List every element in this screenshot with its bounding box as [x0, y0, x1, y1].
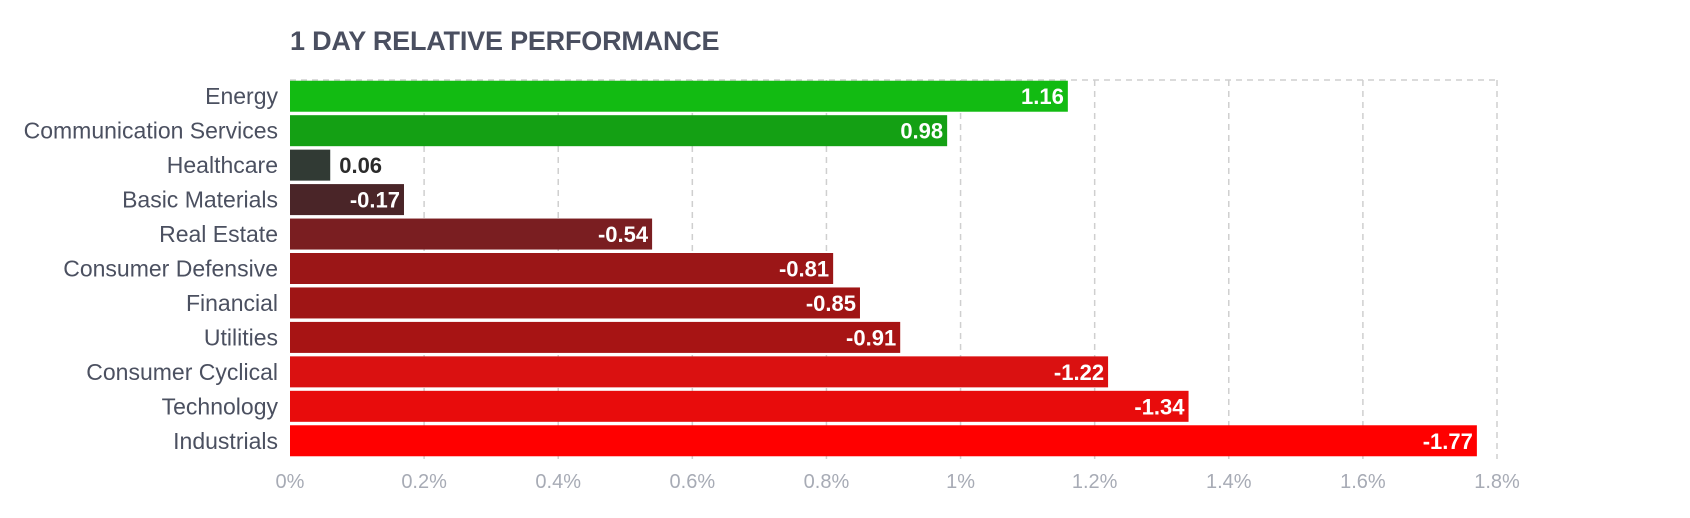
category-label: Utilities	[204, 324, 278, 350]
value-label: -1.34	[1134, 394, 1185, 419]
category-label: Healthcare	[167, 152, 278, 178]
value-label: -1.77	[1423, 429, 1473, 454]
bar-industrials	[290, 425, 1477, 457]
category-label: Real Estate	[159, 221, 278, 247]
value-label: -0.91	[846, 325, 896, 350]
category-label: Consumer Cyclical	[86, 359, 278, 385]
category-label: Consumer Defensive	[63, 256, 278, 282]
bar-consumer-defensive	[290, 253, 834, 284]
chart-title: 1 DAY RELATIVE PERFORMANCE	[290, 26, 720, 56]
category-label: Industrials	[173, 428, 278, 454]
value-label: 1.16	[1021, 84, 1064, 109]
x-tick-label: 0%	[276, 471, 305, 493]
bar-energy	[290, 80, 1068, 112]
category-label: Communication Services	[24, 118, 278, 144]
x-tick-label: 1%	[946, 471, 975, 493]
bar-basic-materials	[290, 184, 404, 216]
bar-financial	[290, 287, 860, 319]
x-tick-label: 1.4%	[1206, 471, 1252, 493]
bar-communication-services	[290, 115, 948, 147]
value-label: -0.54	[598, 222, 649, 247]
x-tick-label: 0.6%	[670, 471, 716, 493]
x-tick-label: 1.6%	[1340, 471, 1386, 493]
category-label: Energy	[205, 83, 278, 109]
value-label: -0.85	[806, 291, 856, 316]
value-label: 0.06	[339, 153, 382, 178]
x-tick-label: 0.4%	[535, 471, 581, 493]
category-label: Financial	[186, 290, 278, 316]
x-tick-label: 1.2%	[1072, 471, 1118, 493]
category-label: Basic Materials	[122, 187, 278, 213]
value-label: -1.22	[1054, 360, 1104, 385]
value-label: -0.17	[350, 188, 400, 213]
category-label: Technology	[162, 393, 279, 419]
value-label: -0.81	[779, 257, 829, 282]
bar-real-estate	[290, 218, 653, 250]
x-tick-label: 0.8%	[804, 471, 850, 493]
bar-consumer-cyclical	[290, 356, 1109, 388]
x-tick-label: 0.2%	[401, 471, 447, 493]
x-tick-label: 1.8%	[1474, 471, 1520, 493]
bar-utilities	[290, 321, 901, 353]
bar-healthcare	[290, 149, 331, 181]
bar-technology	[290, 390, 1189, 422]
value-label: 0.98	[900, 119, 943, 144]
